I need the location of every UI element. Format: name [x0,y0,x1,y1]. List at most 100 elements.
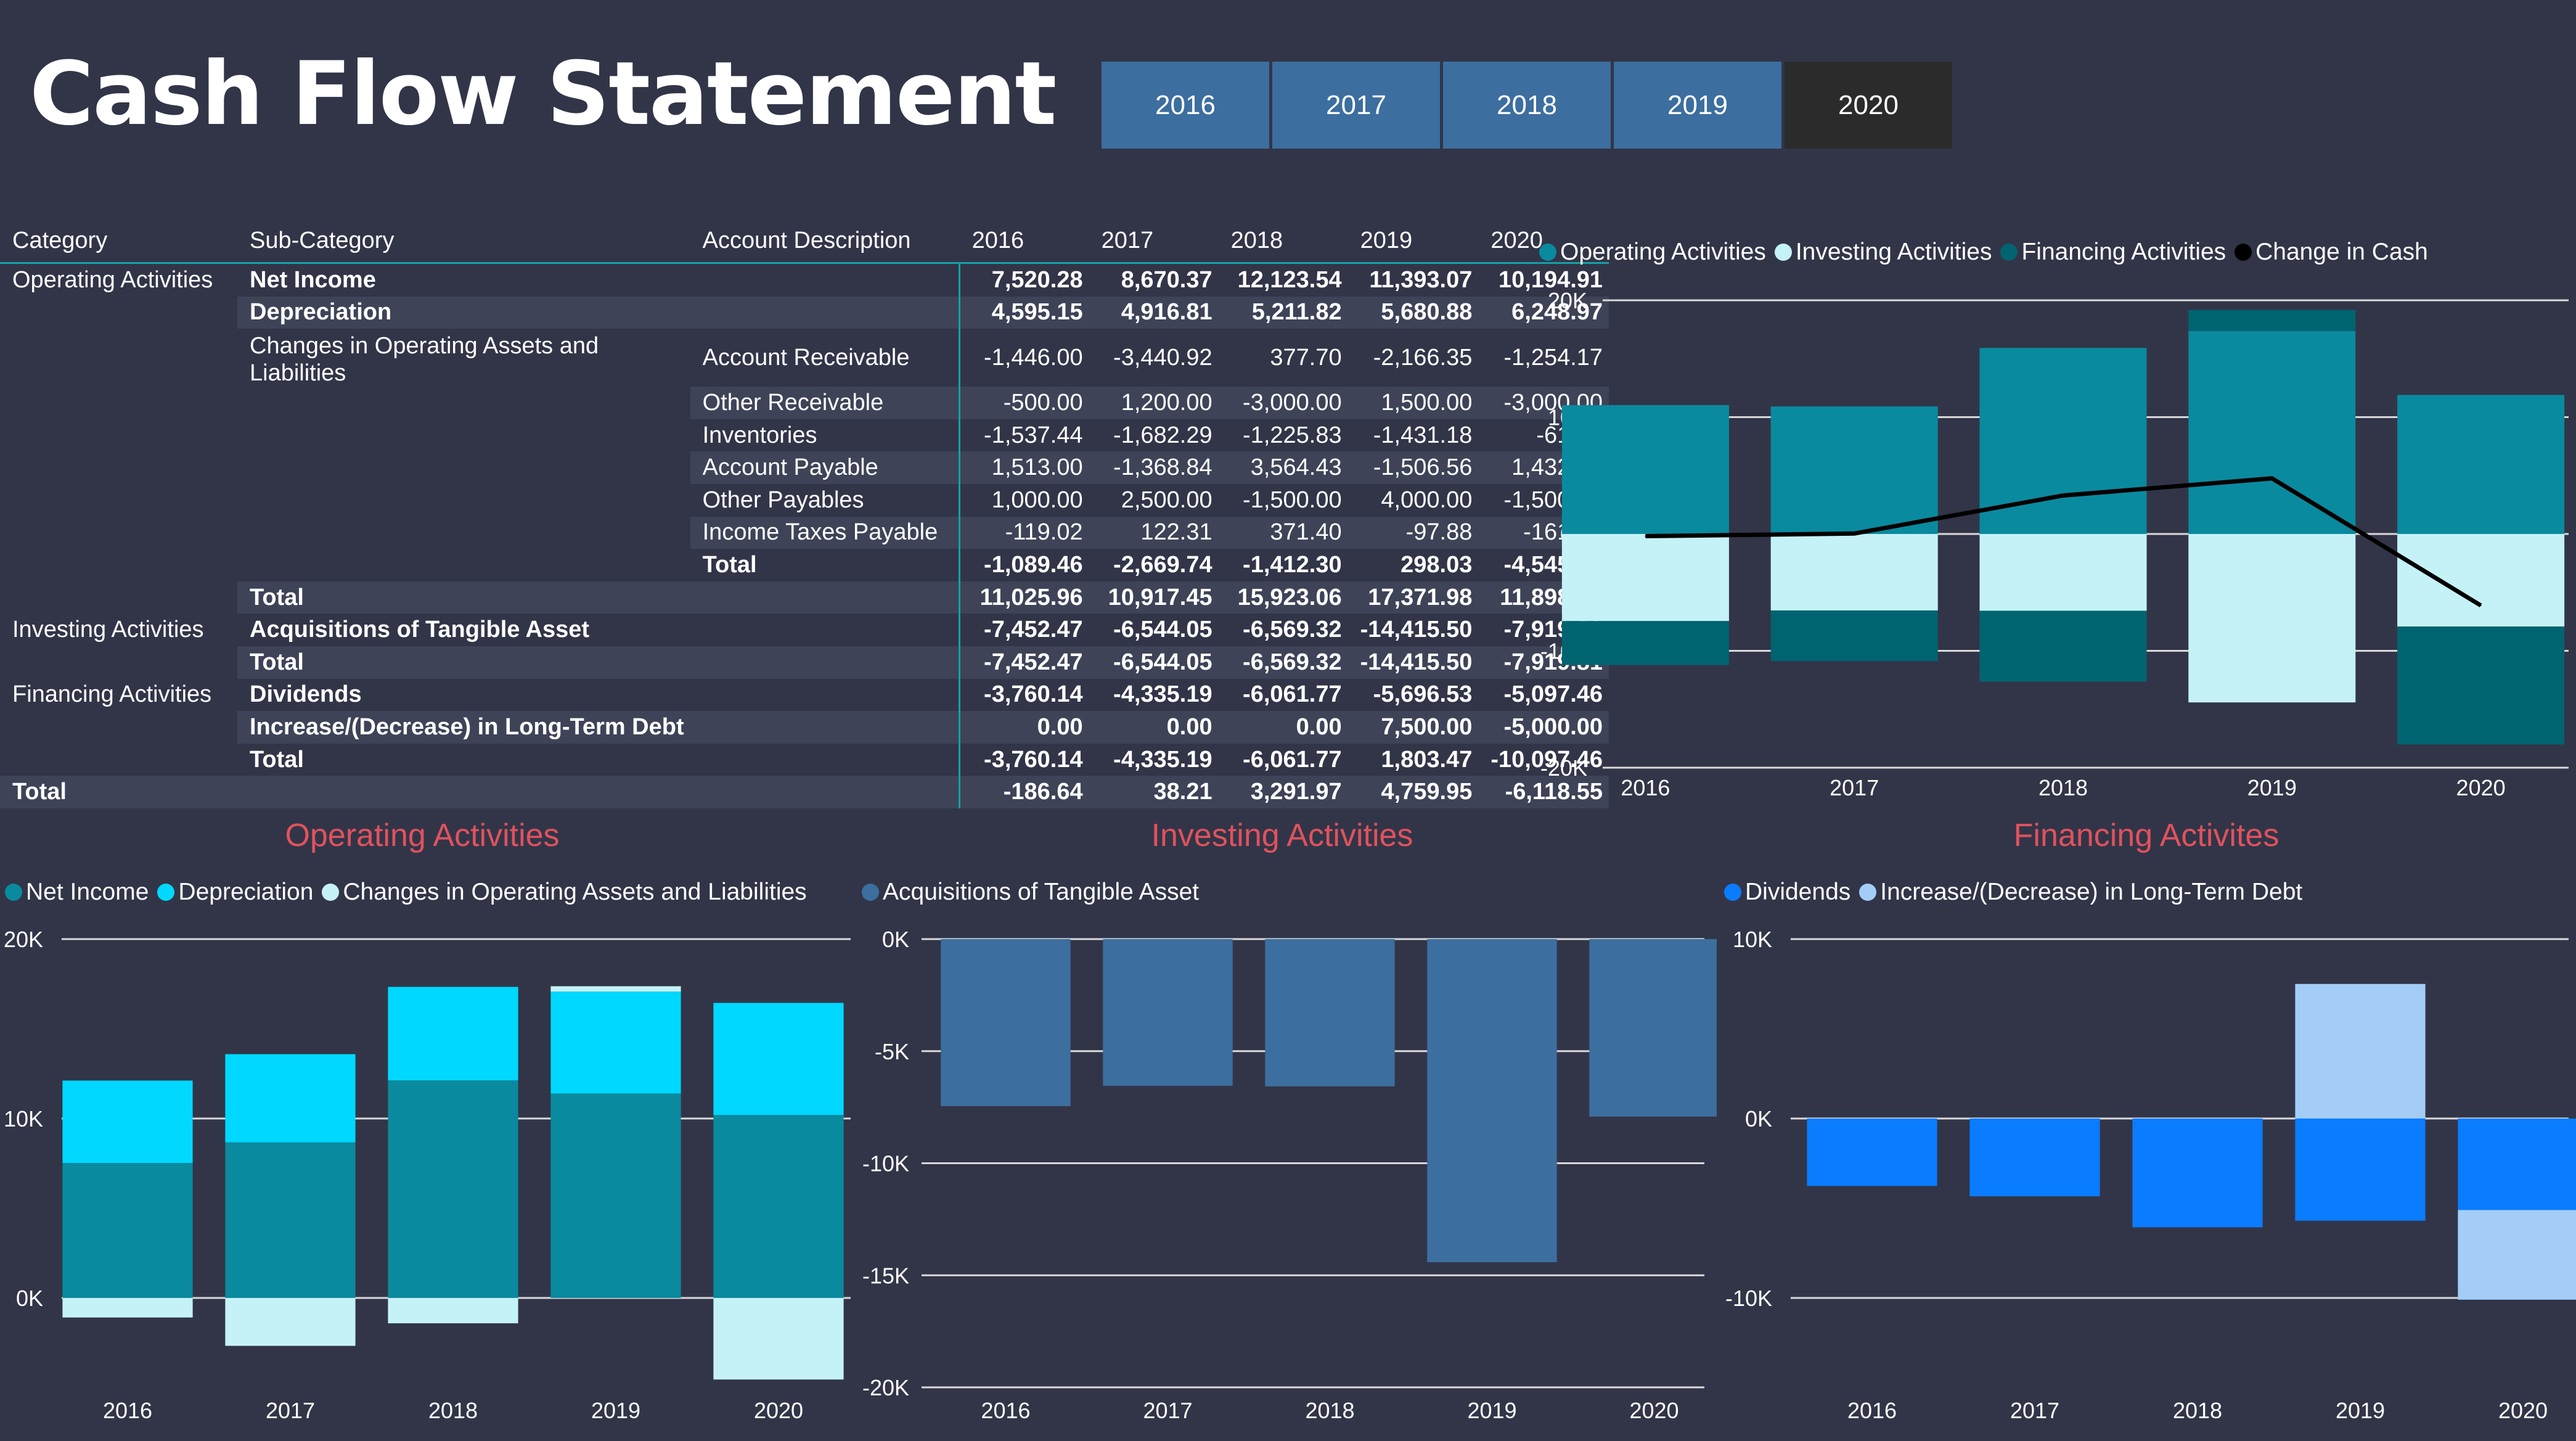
y-tick-label: 20K [4,927,43,952]
table-cell-value: 1,500.00 [1347,387,1479,419]
bar-depreciation-2016[interactable] [62,1080,193,1164]
point-change-in-cash-2018[interactable] [2063,495,2064,496]
bar-depreciation-2019[interactable] [550,991,681,1094]
bar-investing-activities-2020[interactable] [2397,534,2565,627]
bar-acquisitions-of-tangible-asset-2016[interactable] [941,939,1071,1106]
bar-operating-activities-2019[interactable] [2188,330,2356,534]
table-row: Depreciation 4,595.15 4,916.81 5,211.82 5,68… [0,296,1609,329]
year-button-2018[interactable]: 2018 [1443,62,1611,149]
legend-item[interactable]: Change in Cash [2235,239,2428,266]
bar-operating-activities-2020[interactable] [2397,395,2565,534]
bar-increase-decrease-in-long-term-debt-2020[interactable] [2458,1210,2576,1300]
column-header[interactable]: Category [0,219,237,264]
bar-investing-activities-2017[interactable] [1770,534,1938,611]
table-cell-value: -6,118.55 [1478,776,1609,808]
table-cell-category [0,549,237,581]
bar-acquisitions-of-tangible-asset-2020[interactable] [1589,939,1717,1117]
bar-operating-activities-2016[interactable] [1561,405,1729,534]
bar-changes-in-operating-assets-and-liabilities-2019[interactable] [550,986,681,992]
bar-net-income-2016[interactable] [62,1163,193,1298]
point-change-in-cash-2020[interactable] [2480,604,2482,606]
legend-item[interactable]: Changes in Operating Assets and Liabilit… [322,879,807,906]
legend-dot-icon [1539,244,1556,261]
legend-item[interactable]: Depreciation [157,879,313,906]
column-header[interactable]: 2018 [1218,219,1348,264]
bar-acquisitions-of-tangible-asset-2017[interactable] [1103,939,1233,1086]
column-header[interactable]: 2016 [959,219,1089,264]
table-cell-value: -1,537.44 [984,422,1083,448]
table-cell-value: 4,916.81 [1089,296,1219,329]
legend-label: Operating Activities [1560,239,1766,265]
legend-item[interactable]: Acquisitions of Tangible Asset [862,879,1199,906]
bar-changes-in-operating-assets-and-liabilities-2018[interactable] [388,1298,518,1324]
bar-net-income-2018[interactable] [388,1080,518,1298]
point-change-in-cash-2016[interactable] [1645,535,1646,537]
bar-acquisitions-of-tangible-asset-2019[interactable] [1427,939,1557,1263]
legend-dot-icon [2000,244,2018,261]
year-button-2016[interactable]: 2016 [1102,62,1269,149]
table-cell-subcategory: Increase/(Decrease) in Long-Term Debt [237,711,690,744]
bar-financing-activities-2017[interactable] [1770,610,1938,662]
point-change-in-cash-2019[interactable] [2271,477,2273,479]
table-cell-value: 11,025.96 [959,581,1089,614]
bar-dividends-2016[interactable] [1807,1119,1937,1186]
bar-financing-activities-2020[interactable] [2397,626,2565,745]
bar-depreciation-2020[interactable] [713,1003,844,1115]
column-header[interactable]: 2019 [1347,219,1479,264]
x-tick-label: 2017 [266,1398,315,1423]
bar-acquisitions-of-tangible-asset-2018[interactable] [1265,939,1395,1086]
bar-changes-in-operating-assets-and-liabilities-2016[interactable] [62,1298,193,1318]
table-row: Total 11,025.96 10,917.45 15,923.06 17,371.9… [0,581,1609,614]
bar-dividends-2017[interactable] [1969,1119,2100,1197]
year-button-2017[interactable]: 2017 [1272,62,1440,149]
table-cell-value: 5,680.88 [1347,296,1479,329]
bar-changes-in-operating-assets-and-liabilities-2017[interactable] [225,1298,356,1346]
table-cell-value: 377.70 [1270,344,1342,371]
bar-net-income-2017[interactable] [225,1142,356,1298]
table-cell-value: -1,412.30 [1243,551,1342,578]
bar-financing-activities-2016[interactable] [1561,621,1729,665]
x-tick-label: 2019 [2336,1398,2385,1423]
legend-item[interactable]: Dividends [1724,879,1850,906]
investing-chart-title: Investing Activities [1151,818,1413,853]
year-button-2020[interactable]: 2020 [1785,62,1952,149]
legend-label: Depreciation [178,879,314,905]
legend-item[interactable]: Investing Activities [1774,239,1992,266]
bar-net-income-2019[interactable] [550,1093,681,1298]
legend-item[interactable]: Operating Activities [1539,239,1766,266]
bar-investing-activities-2016[interactable] [1561,534,1729,622]
bar-depreciation-2017[interactable] [225,1054,356,1143]
legend-dot-icon [5,884,22,901]
column-header[interactable]: 2017 [1089,219,1219,264]
legend-item[interactable]: Net Income [5,879,149,906]
bar-operating-activities-2018[interactable] [1979,348,2147,534]
column-header[interactable]: Sub-Category [237,219,690,264]
bar-operating-activities-2017[interactable] [1770,406,1938,534]
year-button-2019[interactable]: 2019 [1614,62,1781,149]
table-cell-value: 0.00 [959,711,1089,744]
bar-dividends-2019[interactable] [2295,1119,2426,1221]
table-cell-category [0,387,237,419]
bar-financing-activities-2019[interactable] [2188,310,2356,331]
bar-changes-in-operating-assets-and-liabilities-2020[interactable] [713,1298,844,1380]
legend-item[interactable]: Financing Activities [2000,239,2226,266]
bar-dividends-2020[interactable] [2458,1119,2576,1210]
table-cell-value: 3,291.97 [1218,776,1348,808]
table-cell-subcategory [237,419,690,452]
column-header[interactable]: Account Description [690,219,960,264]
bar-investing-activities-2018[interactable] [1979,534,2147,611]
point-change-in-cash-2017[interactable] [1854,533,1855,535]
table-cell-value: -1,682.29 [1113,422,1212,448]
bar-dividends-2018[interactable] [2132,1119,2263,1228]
bar-net-income-2020[interactable] [713,1115,844,1298]
legend-item[interactable]: Increase/(Decrease) in Long-Term Debt [1859,879,2302,906]
table-cell-value: -500.00 [959,387,1089,419]
bar-financing-activities-2018[interactable] [1979,610,2147,682]
bar-increase-decrease-in-long-term-debt-2019[interactable] [2295,983,2426,1119]
table-cell-value: -6,544.05 [1113,617,1212,643]
table-cell-value: 7,500.00 [1347,711,1479,744]
table-cell-subcategory: Total [250,746,304,773]
bar-investing-activities-2019[interactable] [2188,534,2356,703]
table-cell-category [0,484,237,517]
bar-depreciation-2018[interactable] [388,987,518,1081]
